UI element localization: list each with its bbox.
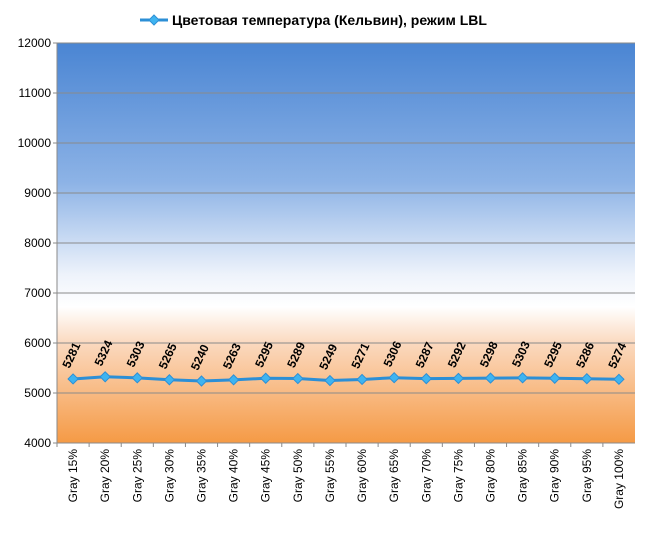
x-tick-label: Gray 100%	[612, 449, 626, 509]
data-point	[420, 372, 432, 385]
y-tick-label: 8000	[24, 236, 51, 250]
legend-marker	[148, 14, 160, 26]
data-point	[388, 371, 400, 384]
data-point	[227, 374, 240, 386]
x-tick-label: Gray 55%	[323, 449, 337, 503]
data-point	[324, 374, 336, 387]
x-tick-label: Gray 25%	[130, 449, 144, 503]
x-tick-label: Gray 75%	[451, 449, 465, 503]
data-point	[549, 372, 561, 384]
data-point	[67, 373, 79, 385]
x-tick-label: Gray 65%	[387, 449, 401, 503]
data-point	[356, 373, 368, 386]
x-tick-label: Gray 50%	[291, 449, 305, 503]
x-tick-label: Gray 15%	[66, 449, 80, 503]
legend: Цветовая температура (Кельвин), режим LB…	[140, 12, 487, 28]
x-tick-label: Gray 90%	[548, 449, 562, 503]
x-tick-label: Gray 45%	[259, 449, 273, 503]
data-point	[99, 371, 111, 383]
x-tick-label: Gray 60%	[355, 449, 369, 503]
y-tick-label: 4000	[24, 436, 51, 450]
x-tick-label: Gray 95%	[580, 449, 594, 503]
x-tick-label: Gray 30%	[162, 449, 176, 503]
data-point	[195, 375, 208, 387]
y-tick-label: 10000	[18, 136, 52, 150]
x-tick-label: Gray 80%	[484, 449, 498, 503]
x-tick-label: Gray 35%	[195, 449, 209, 503]
x-tick-label: Gray 40%	[227, 449, 241, 503]
data-point	[131, 372, 143, 384]
data-point	[260, 372, 272, 384]
y-tick-label: 12000	[18, 36, 52, 50]
data-point	[163, 374, 176, 386]
y-tick-label: 6000	[24, 336, 51, 350]
legend-label: Цветовая температура (Кельвин), режим LB…	[172, 12, 487, 28]
data-point	[613, 373, 625, 386]
x-tick-label: Gray 85%	[516, 449, 530, 503]
data-point	[292, 372, 304, 385]
data-point	[581, 372, 593, 385]
y-tick-label: 7000	[24, 286, 51, 300]
x-tick-label: Gray 20%	[98, 449, 112, 503]
data-point	[484, 372, 497, 384]
y-tick-label: 9000	[24, 186, 51, 200]
data-point	[452, 372, 465, 385]
data-point	[516, 372, 529, 384]
x-tick-label: Gray 70%	[419, 449, 433, 503]
y-tick-label: 5000	[24, 386, 51, 400]
y-tick-label: 11000	[19, 86, 52, 100]
